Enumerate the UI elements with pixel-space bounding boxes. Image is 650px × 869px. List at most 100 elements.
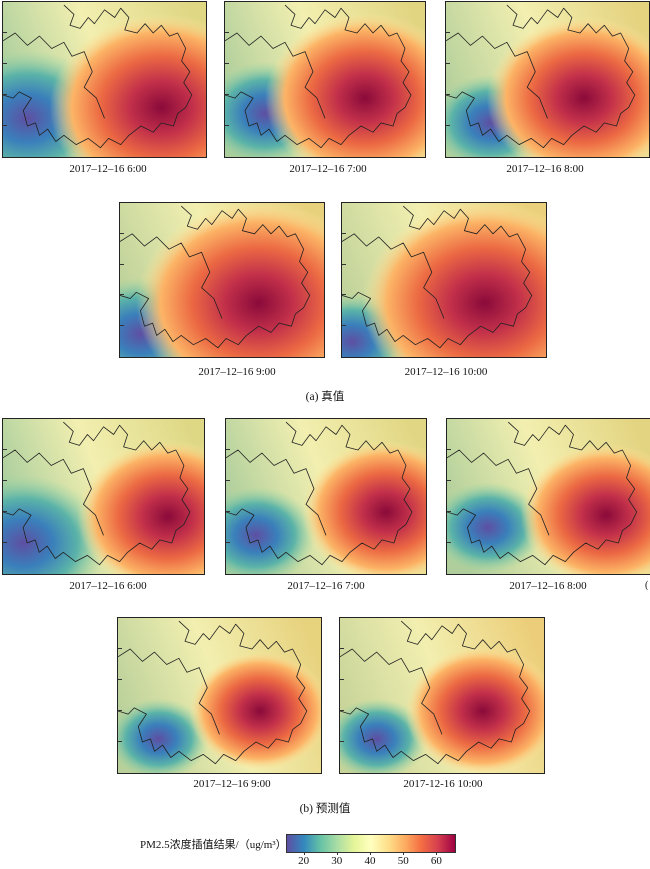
province-boundary xyxy=(226,421,413,566)
axis-tick xyxy=(120,233,124,234)
axis-tick xyxy=(120,325,124,326)
interpolation-field xyxy=(446,2,649,157)
axis-tick xyxy=(118,679,122,680)
axis-tick xyxy=(118,648,122,649)
axis-tick xyxy=(446,94,450,95)
colorbar-tick-mark xyxy=(336,852,338,855)
high-concentration-zone xyxy=(49,13,206,157)
interpolation-field xyxy=(226,419,426,574)
timestamp-label: 2017–12–16 8:00 xyxy=(506,163,584,175)
interpolation-field xyxy=(3,419,204,574)
high-concentration-zone xyxy=(136,203,324,357)
stray-mark: ( xyxy=(645,580,649,591)
axis-tick xyxy=(3,480,7,481)
axis-tick xyxy=(3,32,7,33)
axis-tick xyxy=(3,542,7,543)
timestamp-label: 2017–12–16 10:00 xyxy=(404,366,488,378)
high-concentration-zone xyxy=(520,443,650,574)
axis-tick xyxy=(340,710,344,711)
axis-tick xyxy=(118,741,122,742)
colorbar-tick-mark xyxy=(303,852,305,855)
province-boundary xyxy=(120,205,311,349)
caption-true-values: (a) 真值 xyxy=(305,391,345,403)
interpolation-field xyxy=(120,203,324,357)
axis-tick xyxy=(447,511,451,512)
axis-tick xyxy=(120,294,124,295)
axis-tick xyxy=(225,125,229,126)
map-panel-pred-2 xyxy=(225,418,427,575)
map-panel-true-5 xyxy=(341,202,547,358)
timestamp-label: 2017–12–16 7:00 xyxy=(289,163,367,175)
high-concentration-zone xyxy=(362,203,546,357)
axis-tick xyxy=(226,480,230,481)
map-panel-true-1 xyxy=(2,1,207,158)
colorbar xyxy=(286,834,456,853)
axis-tick xyxy=(3,63,7,64)
timestamp-label: 2017–12–16 9:00 xyxy=(193,778,271,790)
colorbar-tick-label: 50 xyxy=(397,855,409,867)
interpolation-field xyxy=(118,618,321,773)
axis-tick xyxy=(342,264,346,265)
low-concentration-zone xyxy=(226,486,316,574)
axis-tick xyxy=(340,679,344,680)
axis-tick xyxy=(118,710,122,711)
high-concentration-zone xyxy=(189,651,321,771)
axis-tick xyxy=(446,63,450,64)
map-panel-pred-1 xyxy=(2,418,205,575)
province-boundary xyxy=(447,421,638,566)
interpolation-field xyxy=(225,2,425,157)
axis-tick xyxy=(225,63,229,64)
axis-tick xyxy=(226,511,230,512)
province-boundary xyxy=(3,4,193,149)
axis-tick xyxy=(3,125,7,126)
colorbar-tick-mark xyxy=(370,852,371,855)
province-boundary xyxy=(118,620,308,765)
axis-tick xyxy=(225,94,229,95)
axis-tick xyxy=(3,449,7,450)
map-panel-true-4 xyxy=(119,202,325,358)
colorbar-label: PM2.5浓度插值结果/（ug/m³） xyxy=(140,839,287,851)
axis-tick xyxy=(226,542,230,543)
map-panel-pred-3 xyxy=(446,418,650,575)
axis-tick xyxy=(340,741,344,742)
axis-tick xyxy=(226,449,230,450)
low-concentration-zone xyxy=(118,698,210,773)
colorbar-tick-label: 20 xyxy=(298,855,310,867)
timestamp-label: 2017–12–16 9:00 xyxy=(198,366,276,378)
timestamp-label: 2017-12-16 10:00 xyxy=(403,778,483,790)
axis-tick xyxy=(342,233,346,234)
high-concentration-zone xyxy=(265,12,425,157)
axis-tick xyxy=(447,449,451,450)
colorbar-tick-mark xyxy=(403,852,405,855)
timestamp-label: 2017–12–16 6:00 xyxy=(69,163,147,175)
province-boundary xyxy=(340,620,531,765)
map-panel-true-3 xyxy=(445,1,650,158)
map-panel-pred-5 xyxy=(339,617,545,774)
interpolation-field xyxy=(447,419,650,574)
map-panel-true-2 xyxy=(224,1,426,158)
map-panel-pred-4 xyxy=(117,617,322,774)
interpolation-field xyxy=(340,618,544,773)
axis-tick xyxy=(3,94,7,95)
colorbar-tick-mark xyxy=(436,852,438,855)
province-boundary xyxy=(446,4,636,149)
province-boundary xyxy=(342,205,533,349)
province-boundary xyxy=(225,4,412,149)
axis-tick xyxy=(446,32,450,33)
low-concentration-zone xyxy=(447,481,545,574)
axis-tick xyxy=(447,480,451,481)
colorbar-tick-label: 60 xyxy=(430,855,442,867)
axis-tick xyxy=(447,542,451,543)
timestamp-label: 2017–12–16 8:00 xyxy=(509,580,587,592)
province-boundary xyxy=(3,421,191,566)
axis-tick xyxy=(342,294,346,295)
axis-tick xyxy=(342,325,346,326)
interpolation-field xyxy=(342,203,546,357)
axis-tick xyxy=(120,264,124,265)
axis-tick xyxy=(225,32,229,33)
timestamp-label: 2017–12–16 7:00 xyxy=(287,580,365,592)
axis-tick xyxy=(340,648,344,649)
axis-tick xyxy=(446,125,450,126)
caption-predicted-values: (b) 预测值 xyxy=(299,803,351,815)
colorbar-tick-label: 30 xyxy=(331,855,343,867)
